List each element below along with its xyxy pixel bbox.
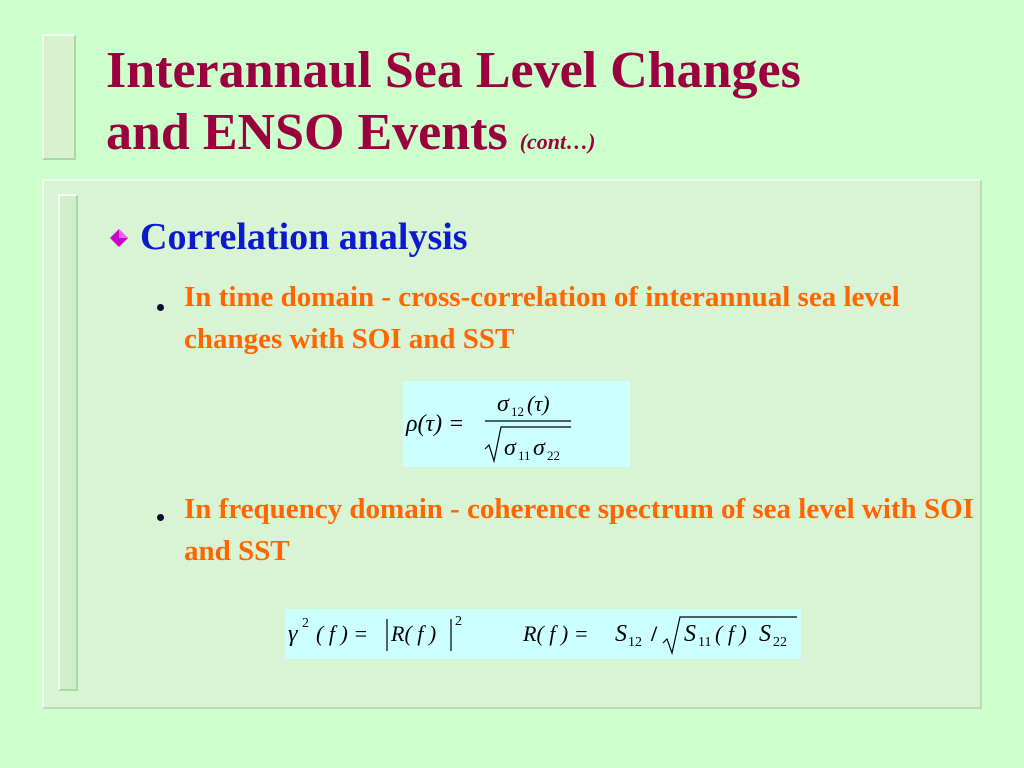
slide-title: Interannaul Sea Level Changes and ENSO E… — [106, 40, 986, 173]
formula2-abs-content: R( f ) — [390, 621, 436, 646]
dot-bullet-icon — [157, 514, 164, 521]
formula2-s11: S — [684, 621, 696, 647]
formula2-s22-sub: 22 — [773, 635, 787, 650]
title-line-1: Interannaul Sea Level Changes — [106, 42, 801, 99]
formula2-s11-arg: ( f ) — [715, 621, 747, 646]
formula1-num-sigma: σ — [497, 391, 510, 417]
title-decor-bar — [42, 34, 76, 160]
square-root-icon — [484, 426, 571, 464]
section-heading: Correlation analysis — [140, 216, 468, 258]
formula1-num-arg: (τ) — [527, 391, 550, 416]
formula2-gamma-sup: 2 — [302, 616, 309, 631]
cross-correlation-formula: ρ(τ) = σ 12 (τ) σ 11 σ 22 — [403, 381, 630, 467]
coherence-formula: γ 2 ( f ) = R( f ) 2 R( f ) = S 12 / S 1… — [285, 609, 801, 659]
formula2-gamma-arg: ( f ) = — [316, 621, 368, 646]
bullet-item-frequency-domain: In frequency domain - coherence spectrum… — [184, 493, 974, 567]
formula2-r-lhs: R( f ) = — [522, 621, 589, 646]
formula1-den-sigma2: σ — [533, 435, 546, 461]
title-suffix: (cont…) — [519, 129, 596, 154]
formula2-slash: / — [650, 621, 658, 646]
formula1-den-sigma1: σ — [504, 435, 517, 461]
formula1-lhs: ρ(τ) = — [405, 411, 464, 437]
formula2-s22: S — [759, 621, 771, 647]
formula2-abs-sup: 2 — [455, 614, 462, 629]
title-line-2-text: and ENSO Events — [106, 104, 508, 161]
dot-bullet-icon — [157, 304, 164, 311]
title-line-2: and ENSO Events (cont…) — [106, 102, 986, 173]
formula2-s12-sub: 12 — [628, 635, 642, 650]
formula2-gamma: γ — [288, 621, 298, 647]
diamond-bullet-icon — [110, 229, 128, 247]
bullet-item-time-domain: In time domain - cross-correlation of in… — [184, 281, 900, 355]
formula1-den-sub2: 22 — [547, 448, 560, 463]
formula2-s11-sub: 11 — [698, 635, 711, 650]
square-root-icon — [662, 616, 797, 656]
formula1-num-sub: 12 — [511, 404, 524, 419]
formula1-den-sub1: 11 — [518, 448, 531, 463]
panel-decor-bar — [58, 194, 78, 691]
formula2-s12: S — [615, 621, 627, 647]
